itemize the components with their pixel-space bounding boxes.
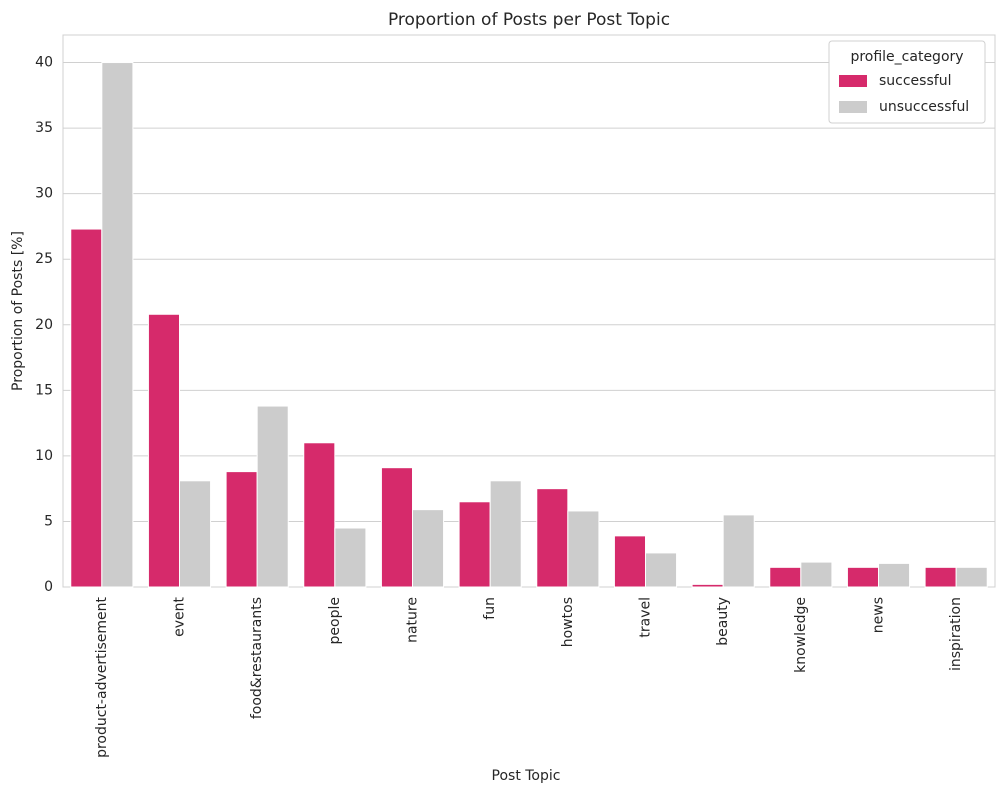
legend-title: profile_category (850, 49, 963, 65)
y-tick-label: 10 (35, 448, 53, 464)
bar (691, 583, 724, 588)
bar (179, 480, 212, 588)
y-tick-label: 30 (35, 186, 53, 202)
bar (256, 405, 289, 588)
y-tick-label: 5 (44, 513, 53, 529)
x-tick-label: knowledge (793, 597, 809, 673)
x-tick-label: howtos (560, 597, 576, 647)
bar (380, 467, 413, 588)
x-tick-label: product-advertisement (94, 596, 110, 757)
bar (645, 552, 678, 588)
x-tick-label: beauty (715, 597, 731, 646)
x-tick-label: event (172, 596, 188, 636)
bar (769, 566, 802, 588)
y-axis-label: Proportion of Posts [%] (10, 231, 26, 391)
bar (147, 313, 180, 588)
bar (567, 510, 600, 588)
bar (722, 514, 755, 588)
bar (458, 501, 491, 588)
y-tick-label: 35 (35, 120, 53, 136)
legend-swatch (839, 101, 867, 113)
bar (70, 228, 103, 588)
bar (846, 566, 880, 588)
x-tick-label: people (327, 597, 343, 644)
bar (303, 442, 336, 588)
x-tick-label: travel (638, 597, 654, 638)
legend-box (828, 40, 986, 124)
x-axis-label: Post Topic (492, 768, 561, 784)
legend-label: unsuccessful (879, 99, 969, 115)
bar (334, 527, 367, 588)
plot-border (62, 34, 996, 588)
x-tick-label: news (871, 597, 887, 633)
bar (101, 62, 134, 588)
y-tick-label: 0 (44, 579, 53, 595)
y-tick-label: 25 (35, 251, 53, 267)
x-tick-label: nature (405, 597, 421, 643)
bar (613, 535, 647, 588)
bar (412, 509, 445, 588)
bar (955, 566, 988, 588)
bar (924, 566, 957, 588)
x-tick-label: inspiration (948, 597, 964, 671)
legend-swatch (839, 75, 867, 87)
bar (800, 561, 833, 588)
y-tick-label: 15 (35, 382, 53, 398)
bar (536, 488, 569, 588)
bar (489, 480, 522, 588)
y-tick-label: 40 (35, 55, 53, 71)
chart-title: Proportion of Posts per Post Topic (388, 10, 670, 30)
y-tick-label: 20 (35, 317, 53, 333)
x-tick-label: fun (482, 597, 498, 620)
bar (878, 562, 911, 588)
x-tick-label: food&restaurants (249, 597, 265, 719)
bar (225, 471, 258, 588)
legend-label: successful (879, 73, 951, 89)
